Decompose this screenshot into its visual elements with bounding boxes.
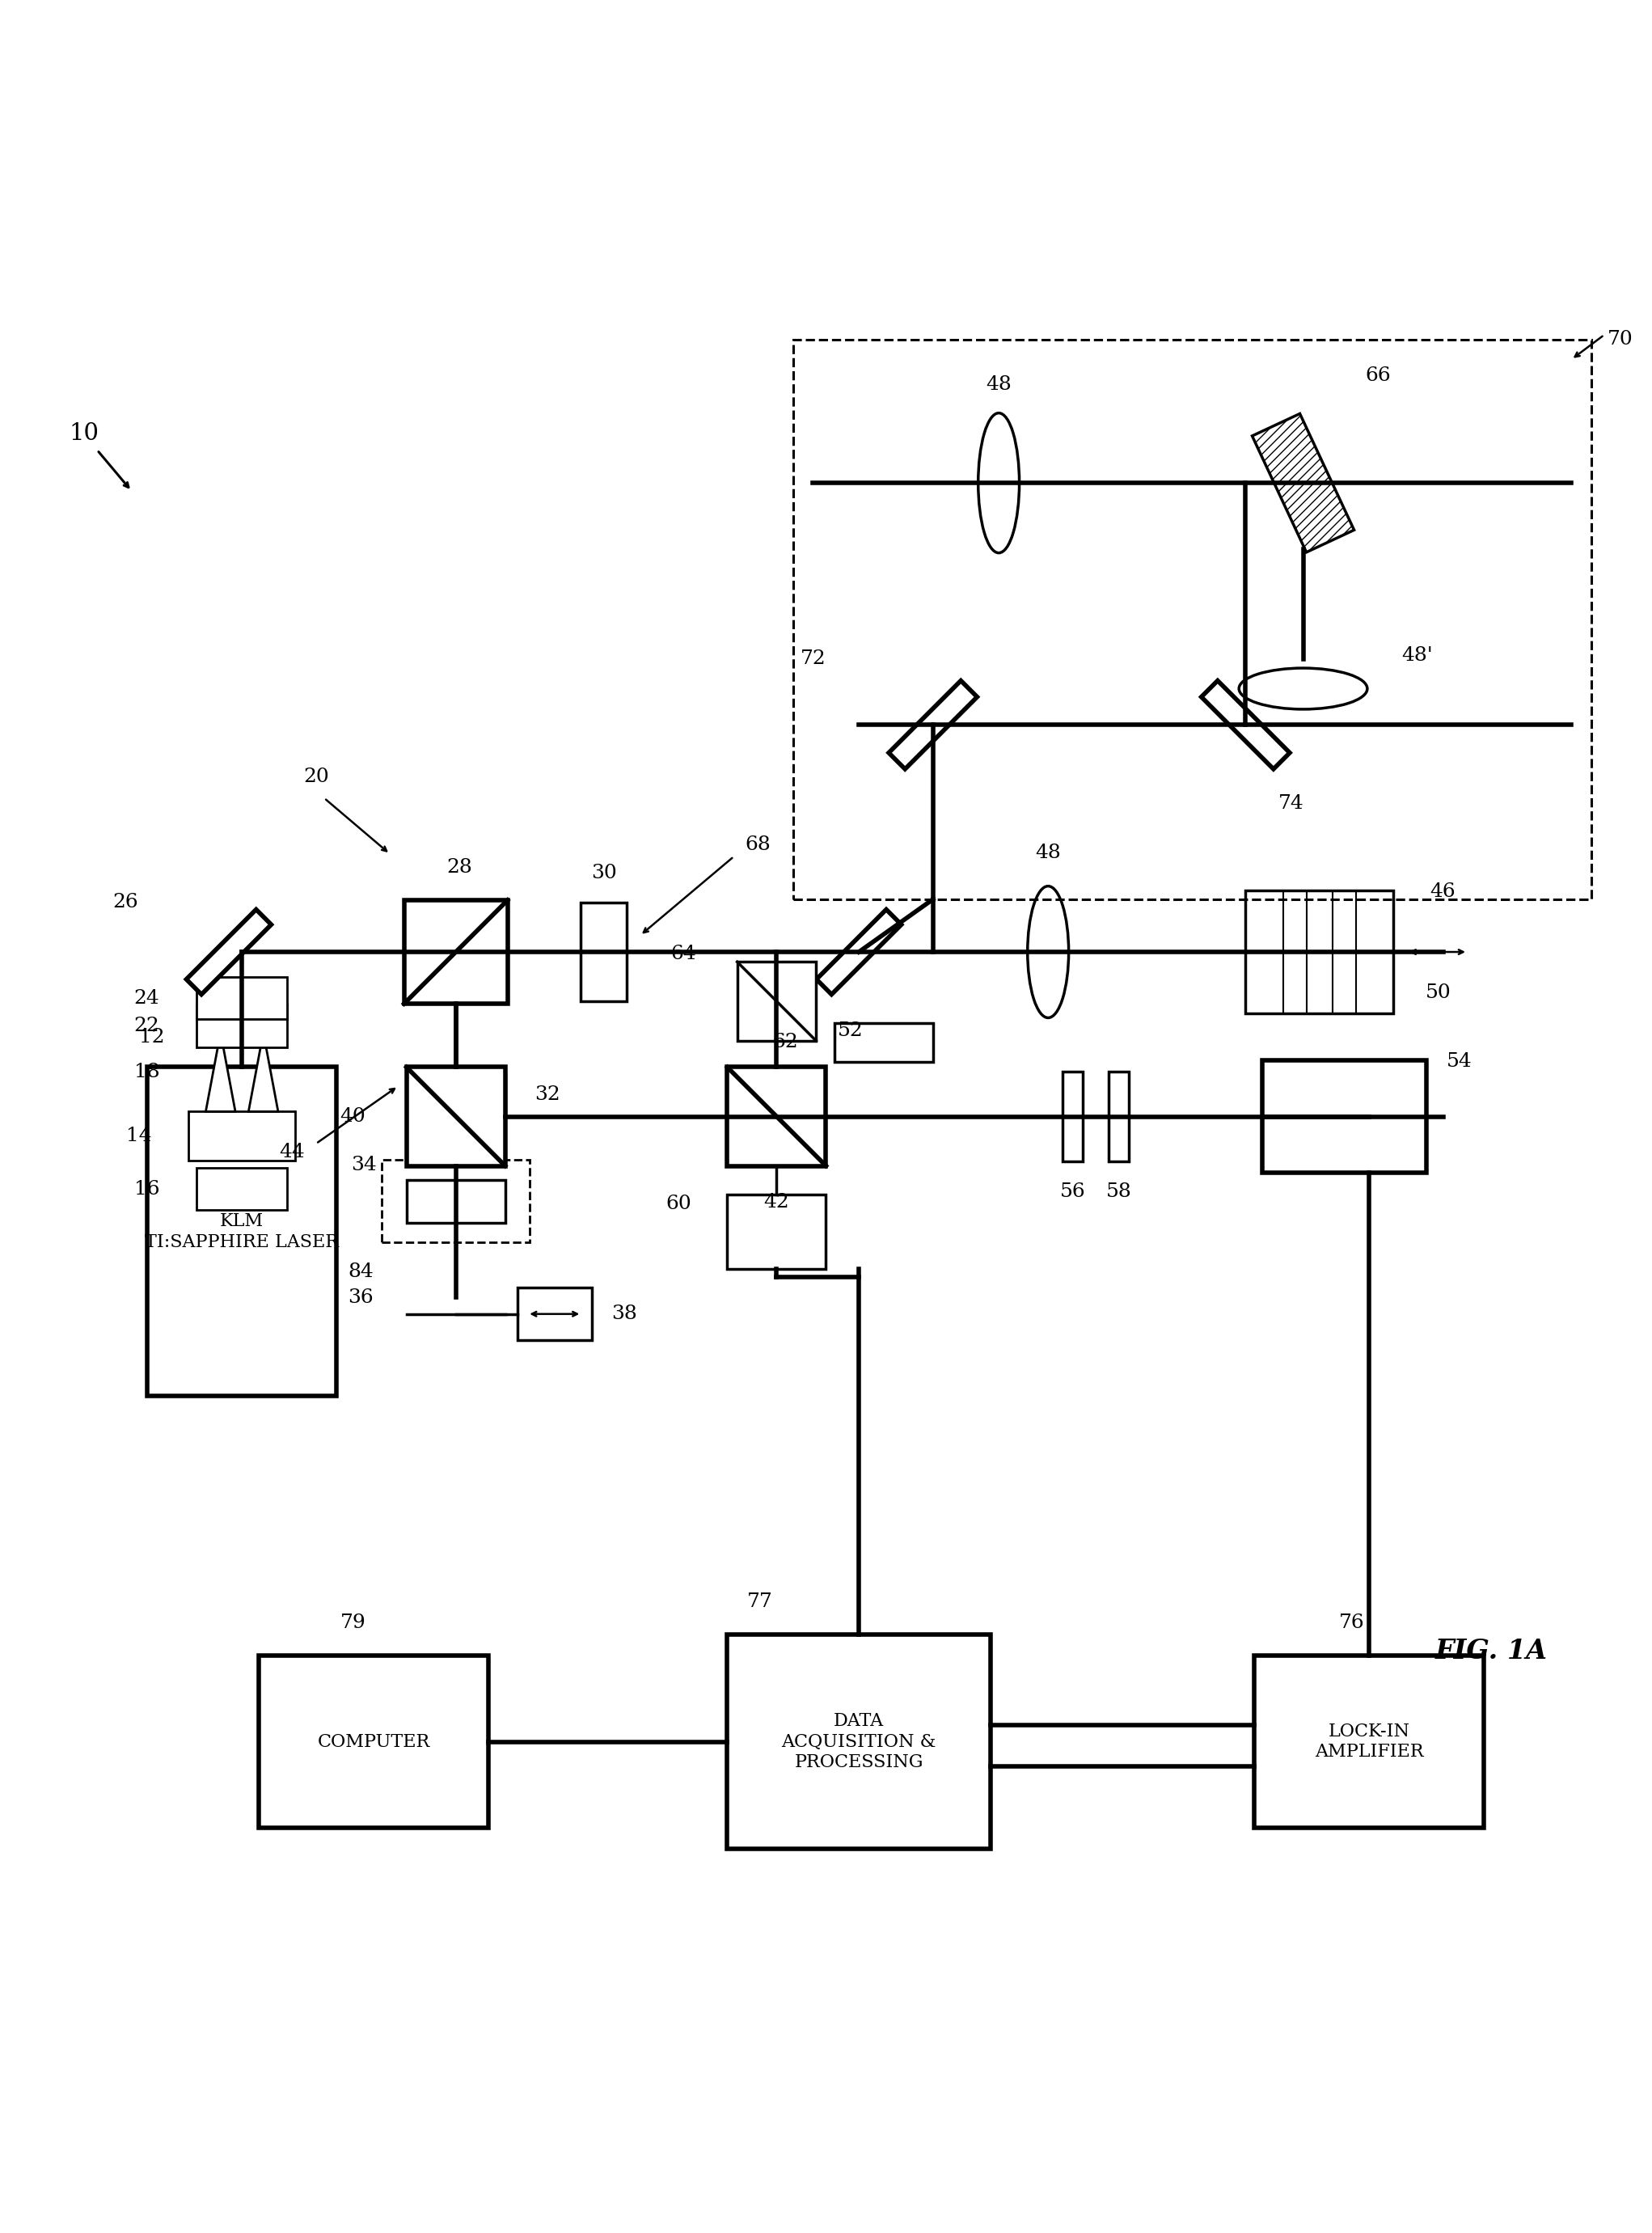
Bar [727,1195,826,1268]
Text: 66: 66 [1366,366,1391,386]
Text: 14: 14 [126,1128,152,1146]
Ellipse shape [1028,887,1069,1018]
Text: 36: 36 [349,1288,373,1306]
Text: COMPUTER: COMPUTER [317,1733,430,1751]
Text: 10: 10 [69,422,99,444]
Text: 32: 32 [535,1085,560,1103]
Bar [406,1072,506,1116]
Bar [197,1168,287,1210]
Bar [405,900,507,1005]
Text: 48: 48 [986,375,1011,393]
Text: 68: 68 [745,835,771,855]
Text: 12: 12 [139,1027,165,1047]
Text: 52: 52 [838,1023,864,1041]
Bar [727,1067,826,1166]
Text: 84: 84 [349,1262,373,1282]
Text: 26: 26 [112,893,139,911]
Text: 44: 44 [279,1143,304,1161]
Text: 48: 48 [1036,844,1061,862]
Bar [382,1161,530,1242]
Text: 20: 20 [302,768,329,786]
Text: 38: 38 [611,1304,638,1324]
Text: 30: 30 [591,864,616,882]
Text: 74: 74 [1279,795,1303,813]
Text: 77: 77 [747,1592,773,1612]
Polygon shape [187,909,271,994]
Bar [197,1005,287,1047]
Bar [1062,1072,1082,1161]
Polygon shape [889,681,976,768]
Bar [737,962,816,1041]
Text: 79: 79 [340,1612,367,1632]
Polygon shape [816,909,902,994]
Text: 24: 24 [134,989,160,1007]
Bar [406,1067,506,1166]
Text: 64: 64 [671,945,695,962]
Text: 28: 28 [446,857,472,878]
Bar [188,1112,296,1161]
Polygon shape [1201,681,1290,768]
Text: 50: 50 [1426,985,1450,1003]
Bar [1254,1655,1483,1829]
Text: 70: 70 [1607,330,1634,348]
Text: DATA
ACQUISITION &
PROCESSING: DATA ACQUISITION & PROCESSING [781,1713,937,1771]
Text: 60: 60 [666,1195,691,1213]
Polygon shape [206,1032,235,1112]
Bar [517,1288,591,1340]
Text: 42: 42 [763,1192,790,1210]
Text: 48': 48' [1403,645,1434,665]
Polygon shape [248,1032,278,1112]
Text: LOCK-IN
AMPLIFIER: LOCK-IN AMPLIFIER [1315,1722,1424,1762]
Bar [1262,1061,1427,1172]
Bar [834,1023,933,1063]
Ellipse shape [1239,668,1368,710]
Text: 58: 58 [1107,1181,1132,1201]
Text: FIG. 1A: FIG. 1A [1434,1639,1548,1664]
Text: 54: 54 [1446,1052,1472,1072]
Bar [406,1179,506,1224]
Bar [727,1635,991,1849]
Text: 16: 16 [134,1179,160,1199]
Text: 62: 62 [773,1034,798,1052]
Polygon shape [1252,413,1355,552]
Text: 56: 56 [1061,1181,1085,1201]
Text: 40: 40 [340,1108,365,1125]
Bar [793,339,1591,900]
Text: 72: 72 [800,650,826,668]
Text: 18: 18 [134,1063,160,1081]
Bar [197,976,287,1020]
Text: 22: 22 [134,1016,160,1036]
Text: 34: 34 [352,1157,377,1175]
Ellipse shape [978,413,1019,554]
Bar [1246,891,1394,1014]
Bar [147,1067,337,1396]
Text: 76: 76 [1340,1612,1365,1632]
Text: KLM
TI:SAPPHIRE LASER: KLM TI:SAPPHIRE LASER [145,1213,339,1250]
Text: 46: 46 [1431,882,1455,900]
Bar [582,902,626,1000]
Bar [258,1655,489,1829]
Bar [1108,1072,1128,1161]
